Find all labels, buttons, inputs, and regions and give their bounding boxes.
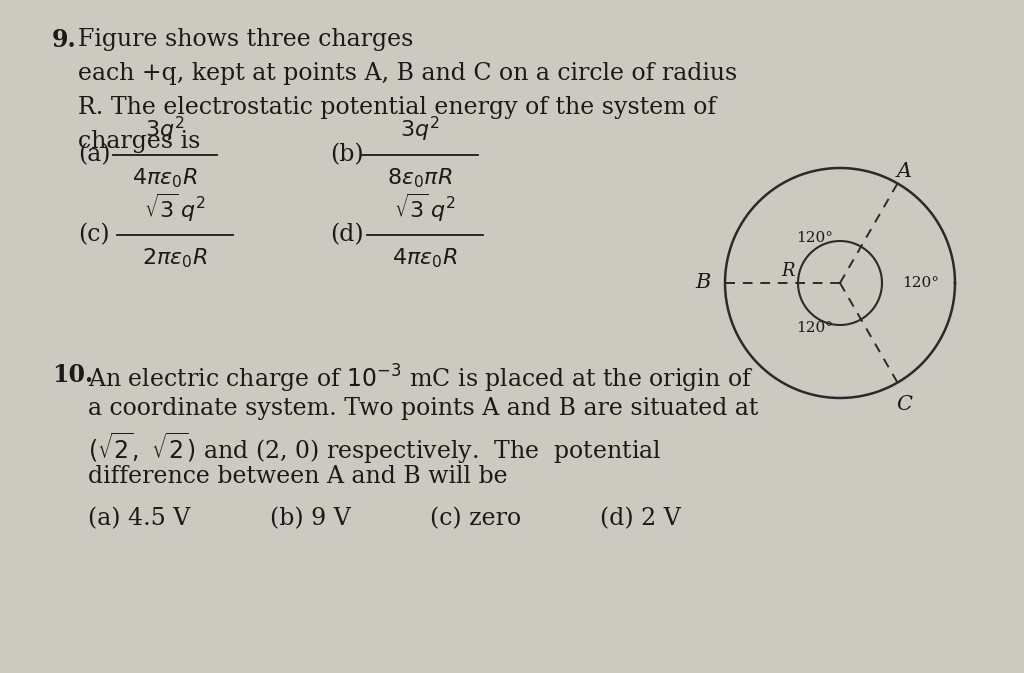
Text: $4\pi\varepsilon_0 R$: $4\pi\varepsilon_0 R$ [132,166,198,190]
Text: $(\sqrt{2},\ \sqrt{2})$ and (2, 0) respectively.  The  potential: $(\sqrt{2},\ \sqrt{2})$ and (2, 0) respe… [88,431,662,466]
Text: difference between A and B will be: difference between A and B will be [88,465,508,488]
Text: (a) 4.5 V: (a) 4.5 V [88,507,190,530]
Text: Figure shows three charges: Figure shows three charges [78,28,414,51]
Text: (b) 9 V: (b) 9 V [270,507,351,530]
Text: (a): (a) [78,143,111,166]
Text: R. The electrostatic potential energy of the system of: R. The electrostatic potential energy of… [78,96,716,119]
Text: $\sqrt{3}\,q^2$: $\sqrt{3}\,q^2$ [144,192,206,224]
Text: (c): (c) [78,223,110,246]
Text: B: B [695,273,711,293]
Text: (c) zero: (c) zero [430,507,521,530]
Text: 10.: 10. [52,363,93,387]
Text: $2\pi\varepsilon_0 R$: $2\pi\varepsilon_0 R$ [142,246,208,270]
Text: $8\varepsilon_0\pi R$: $8\varepsilon_0\pi R$ [387,166,453,190]
Text: $3q^2$: $3q^2$ [145,115,184,144]
Text: charges is: charges is [78,130,201,153]
Text: $\sqrt{3}\,q^2$: $\sqrt{3}\,q^2$ [394,192,456,224]
Text: C: C [896,395,912,414]
Text: 9.: 9. [52,28,77,52]
Text: 120°: 120° [796,321,833,334]
Text: R: R [781,262,795,280]
Text: (d): (d) [330,223,364,246]
Text: A: A [897,162,912,181]
Text: a coordinate system. Two points A and B are situated at: a coordinate system. Two points A and B … [88,397,759,420]
Text: $3q^2$: $3q^2$ [400,115,439,144]
Text: 120°: 120° [902,276,939,290]
Text: (d) 2 V: (d) 2 V [600,507,681,530]
Text: each +q, kept at points A, B and C on a circle of radius: each +q, kept at points A, B and C on a … [78,62,737,85]
Text: 120°: 120° [796,232,833,245]
Text: An electric charge of $10^{-3}$ mC is placed at the origin of: An electric charge of $10^{-3}$ mC is pl… [88,363,754,395]
Text: (b): (b) [330,143,364,166]
Text: $4\pi\varepsilon_0 R$: $4\pi\varepsilon_0 R$ [392,246,458,270]
